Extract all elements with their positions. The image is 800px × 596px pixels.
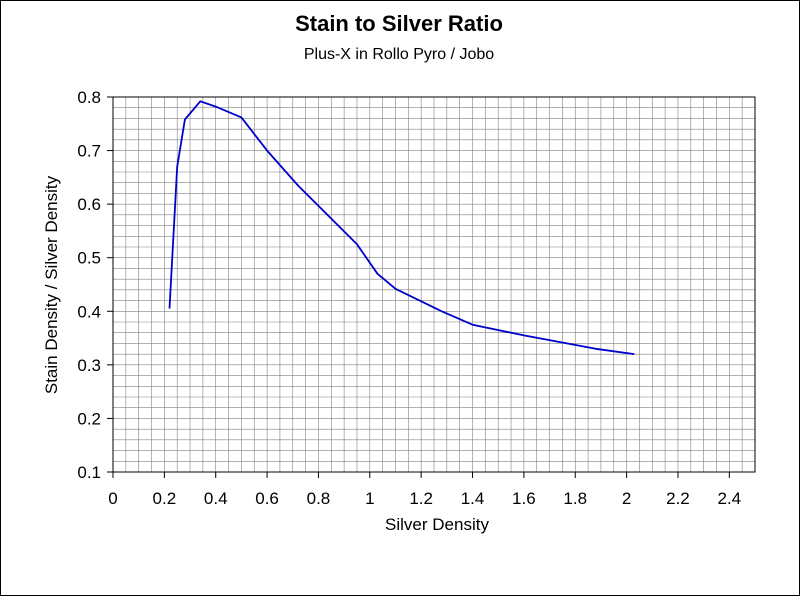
x-tick-label: 1 <box>365 489 374 508</box>
y-tick-label: 0.7 <box>77 142 101 161</box>
y-axis-label: Stain Density / Silver Density <box>42 175 61 394</box>
y-tick-label: 0.4 <box>77 302 101 321</box>
chart-subtitle: Plus-X in Rollo Pyro / Jobo <box>304 46 494 63</box>
x-tick-label: 0.2 <box>153 489 177 508</box>
y-tick-label: 0.2 <box>77 409 101 428</box>
y-tick-label: 0.6 <box>77 195 101 214</box>
series-line <box>168 100 635 355</box>
x-axis-ticks: 0 0.2 0.4 0.6 0.8 1 1.2 1.4 1.6 1.8 2 2.2 2.4 <box>108 472 741 508</box>
y-axis-ticks: 0.8 0.7 0.6 0.5 0.4 0.3 0.2 0.1 <box>77 88 113 482</box>
series-group <box>168 100 635 355</box>
chart-title: Stain to Silver Ratio <box>295 11 503 36</box>
y-tick-label: 0.3 <box>77 356 101 375</box>
y-tick-label: 0.8 <box>77 88 101 107</box>
y-tick-label: 0.5 <box>77 249 101 268</box>
y-tick-label: 0.1 <box>77 463 101 482</box>
x-tick-label: 0.8 <box>307 489 331 508</box>
x-tick-label: 0.4 <box>204 489 228 508</box>
x-tick-label: 1.4 <box>461 489 485 508</box>
plot-area-border <box>112 96 756 473</box>
x-tick-label: 1.6 <box>512 489 536 508</box>
x-axis-label: Silver Density <box>385 515 489 534</box>
x-tick-label: 0.6 <box>255 489 279 508</box>
x-tick-label: 1.2 <box>409 489 433 508</box>
x-tick-label: 2.2 <box>666 489 690 508</box>
x-tick-label: 1.8 <box>563 489 587 508</box>
x-tick-label: 2.4 <box>717 489 741 508</box>
grid-lines <box>112 96 756 473</box>
x-tick-label: 2 <box>622 489 631 508</box>
x-tick-label: 0 <box>108 489 117 508</box>
